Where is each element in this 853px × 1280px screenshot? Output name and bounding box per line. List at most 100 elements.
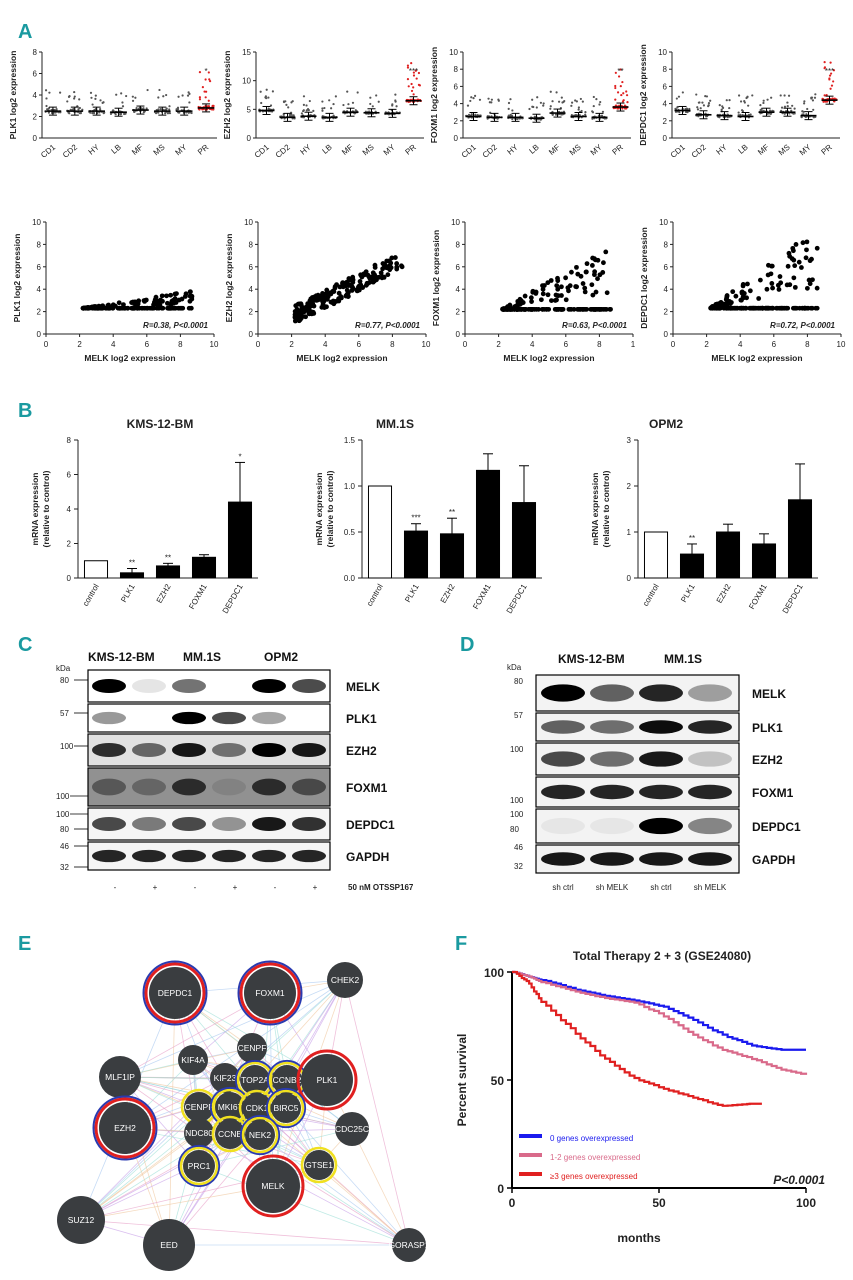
panel-d-western-blot: KMS-12-BM MM.1S kDa 80 57 100 100 100 80 46 32 MELK…	[507, 652, 801, 892]
x-tick-label: DEPDC1	[221, 582, 245, 615]
data-point	[319, 294, 325, 300]
data-point	[183, 291, 189, 297]
data-point	[598, 103, 601, 106]
blot-band	[292, 742, 326, 758]
data-point	[306, 108, 310, 111]
data-point	[332, 102, 335, 106]
data-point	[376, 274, 382, 280]
blot-strip	[87, 767, 331, 807]
x-tick-label: 6	[564, 340, 569, 349]
y-tick-label: 2	[67, 540, 72, 549]
network-node	[304, 1150, 334, 1180]
blot-band	[639, 852, 683, 866]
data-point	[748, 305, 754, 311]
node-ring-red	[144, 962, 206, 1024]
data-point	[131, 301, 137, 306]
node-label: CDK1	[246, 1103, 269, 1113]
data-point	[285, 103, 288, 106]
data-point	[208, 78, 211, 81]
data-point	[828, 74, 832, 77]
network-node	[301, 1054, 353, 1106]
blot-strip	[87, 841, 331, 871]
x-tick-label: FOXM1	[747, 582, 769, 611]
data-point	[718, 299, 724, 305]
data-point	[478, 98, 482, 101]
x-tick-label: MS	[568, 143, 583, 158]
data-point	[359, 284, 365, 290]
data-point	[717, 305, 722, 311]
node-ring-yellow	[267, 1089, 305, 1127]
data-point	[325, 294, 331, 300]
data-point	[566, 288, 571, 294]
x-tick-label: FOXM1	[471, 582, 493, 611]
data-point	[407, 85, 410, 88]
data-point	[305, 104, 308, 107]
x-tick-label: 4	[530, 340, 535, 349]
data-point	[507, 101, 511, 105]
blot-band	[172, 678, 206, 694]
significance-label: *	[238, 452, 241, 461]
y-tick-label: 6	[454, 82, 459, 91]
data-point	[739, 297, 744, 303]
data-point	[385, 272, 391, 278]
data-point	[472, 97, 475, 100]
data-point	[829, 61, 832, 64]
y-tick-label: 0	[249, 330, 254, 339]
treatment-sign: -	[274, 883, 277, 892]
data-point	[745, 281, 750, 287]
data-point	[367, 275, 373, 281]
blot-band	[292, 816, 326, 832]
data-point	[597, 272, 603, 278]
y-tick-label: 0	[454, 134, 459, 143]
data-point	[808, 305, 814, 311]
panel-letter-b: B	[18, 400, 32, 422]
data-point	[406, 78, 410, 81]
data-point	[577, 108, 580, 111]
y-tick-label: 5	[247, 105, 252, 114]
node-ring-red	[241, 1154, 305, 1218]
data-point	[614, 98, 617, 101]
y-tick-label: 4	[456, 285, 461, 294]
data-point	[760, 305, 765, 311]
data-point	[188, 305, 194, 311]
data-point	[796, 259, 802, 265]
x-tick-label: MF	[340, 143, 355, 157]
x-tick-label: PR	[196, 143, 210, 157]
data-point	[832, 69, 836, 72]
data-point	[467, 113, 471, 116]
data-point	[729, 305, 735, 311]
dot-plot-2: 0 5 10 15 EZH2 log2 expression CD1 CD2 HY LB MF MS…	[222, 48, 424, 160]
data-point	[346, 290, 351, 295]
data-point	[302, 95, 306, 98]
data-point	[412, 86, 415, 89]
data-point	[813, 96, 817, 99]
data-point	[707, 105, 710, 108]
node-label: DEPDC1	[158, 988, 193, 998]
network-node	[215, 1092, 245, 1122]
x-tick-label: 4	[323, 340, 328, 349]
data-point	[389, 255, 395, 261]
blot-band	[252, 778, 286, 796]
panel-letter-f: F	[455, 933, 467, 955]
data-point	[172, 296, 178, 301]
data-point	[764, 286, 770, 292]
data-point	[713, 305, 719, 311]
y-tick-label: 0.5	[344, 528, 356, 537]
x-tick-label: EZH2	[715, 582, 733, 605]
blot-band	[252, 742, 286, 758]
data-point	[346, 283, 352, 288]
y-tick-label: 15	[242, 48, 251, 57]
mw-marker: 80	[60, 825, 69, 834]
x-axis-label: MELK log2 expression	[296, 353, 387, 363]
data-point	[265, 97, 268, 100]
node-label: BIRC5	[273, 1103, 298, 1113]
y-tick-label: 8	[454, 65, 459, 74]
blot-band	[212, 711, 246, 725]
data-point	[685, 107, 688, 111]
data-point	[595, 276, 600, 282]
data-point	[599, 306, 605, 312]
network-edge	[80, 1132, 200, 1221]
blot-band	[132, 742, 166, 758]
data-point	[198, 96, 202, 99]
